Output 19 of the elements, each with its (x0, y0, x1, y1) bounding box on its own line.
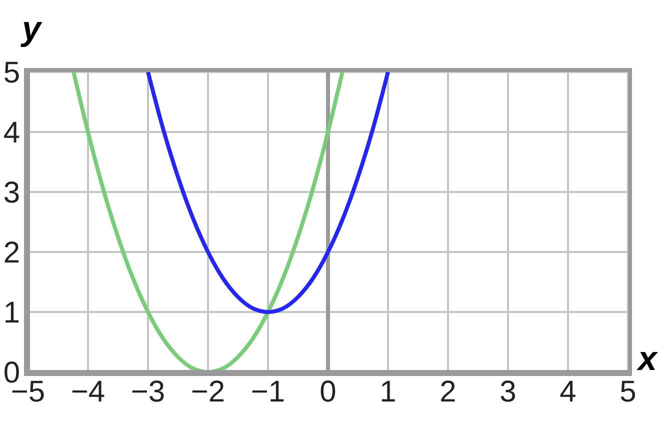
x-tick-label: 1 (380, 375, 396, 408)
x-tick-label: 3 (500, 375, 516, 408)
y-tick-label: 3 (3, 176, 20, 210)
x-tick-label: −2 (190, 375, 226, 408)
y-axis-title: y (22, 10, 41, 48)
y-tick-label: 5 (3, 56, 20, 90)
x-tick-label: −3 (130, 375, 166, 408)
x-tick-label: 2 (440, 375, 456, 408)
x-tick-label: 0 (320, 375, 336, 408)
x-tick-label: 5 (620, 375, 636, 408)
x-tick-label: −4 (70, 375, 106, 408)
y-tick-label: 2 (3, 236, 20, 270)
x-tick-label: −1 (250, 375, 286, 408)
x-axis-title: x (638, 340, 657, 378)
line-series (72, 72, 344, 372)
y-tick-label: 4 (3, 116, 20, 150)
line-series (146, 72, 390, 314)
y-tick-label: 1 (3, 296, 20, 330)
x-tick-label: 4 (560, 375, 576, 408)
